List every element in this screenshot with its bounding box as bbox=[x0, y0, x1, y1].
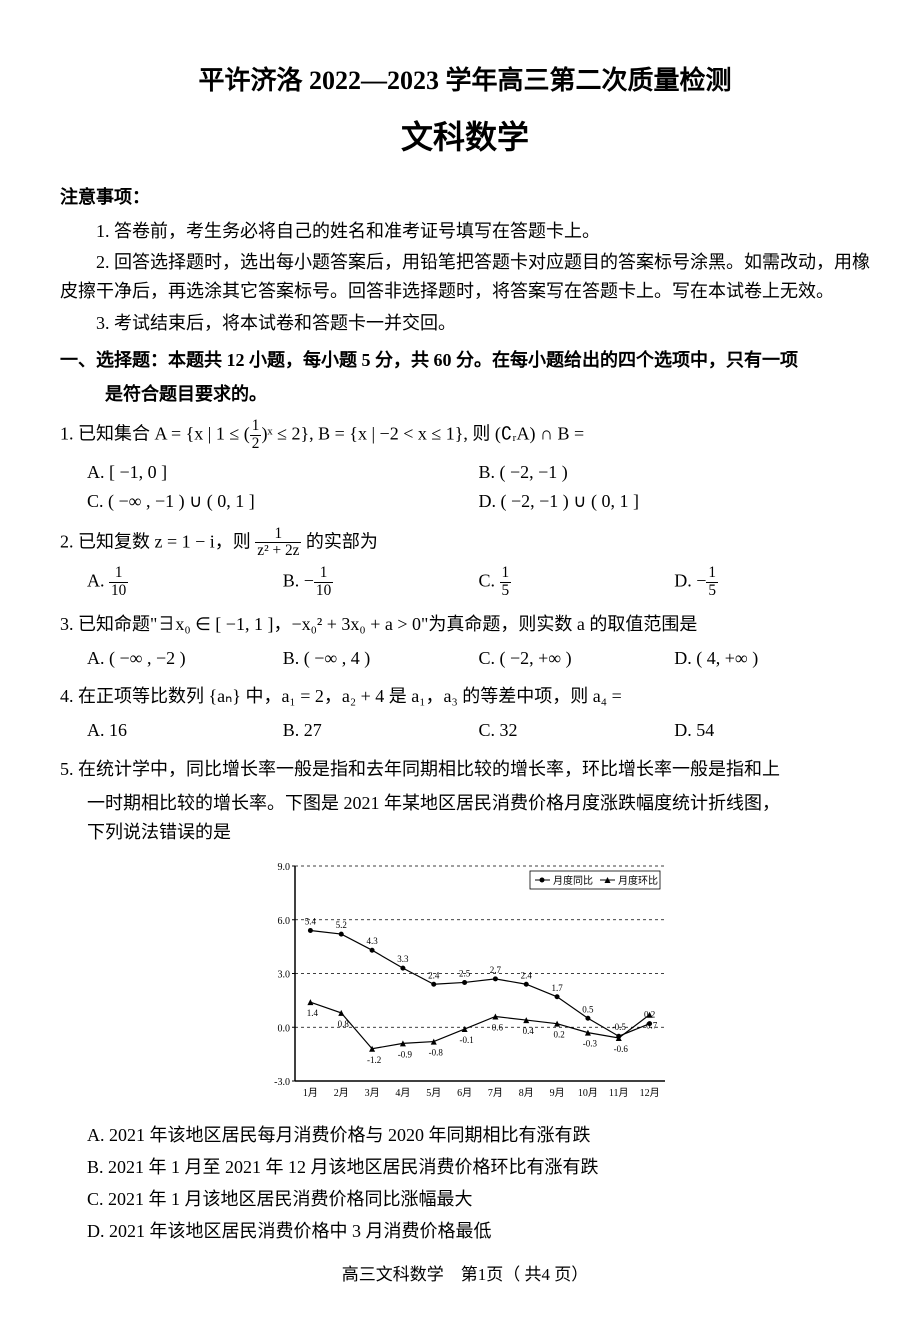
svg-text:3月: 3月 bbox=[365, 1087, 380, 1099]
svg-text:2.7: 2.7 bbox=[490, 965, 502, 975]
q2-option-a: A. 110 bbox=[87, 565, 283, 600]
svg-text:0.7: 0.7 bbox=[646, 1021, 658, 1031]
svg-text:0.6: 0.6 bbox=[492, 1023, 504, 1033]
section-1-heading-cont: 是符合题目要求的。 bbox=[60, 380, 870, 409]
svg-text:-0.5: -0.5 bbox=[612, 1023, 627, 1033]
svg-text:5.2: 5.2 bbox=[336, 920, 347, 930]
q5-option-d: D. 2021 年该地区居民消费价格中 3 月消费价格最低 bbox=[87, 1217, 870, 1246]
q1-option-b: B. ( −2, −1 ) bbox=[479, 458, 871, 487]
q3-option-a: A. ( −∞ , −2 ) bbox=[87, 644, 283, 673]
svg-text:-0.8: -0.8 bbox=[429, 1048, 444, 1058]
svg-text:5.4: 5.4 bbox=[305, 917, 317, 927]
q2-option-b: B. −110 bbox=[283, 565, 479, 600]
q4-option-a: A. 16 bbox=[87, 716, 283, 745]
section-1-heading: 一、选择题：本题共 12 小题，每小题 5 分，共 60 分。在每小题给出的四个… bbox=[60, 346, 870, 375]
svg-text:2.4: 2.4 bbox=[428, 971, 440, 981]
q4-option-b: B. 27 bbox=[283, 716, 479, 745]
svg-text:6.0: 6.0 bbox=[278, 916, 291, 927]
q2-option-c: C. 15 bbox=[479, 565, 675, 600]
svg-text:6月: 6月 bbox=[457, 1087, 472, 1099]
q1-option-a: A. [ −1, 0 ] bbox=[87, 458, 479, 487]
q5-option-a: A. 2021 年该地区居民每月消费价格与 2020 年同期相比有涨有跌 bbox=[87, 1121, 870, 1150]
question-3: 3. 已知命题"∃x₀ ∈ [ −1, 1 ]，−x₀² + 3x₀ + a >… bbox=[60, 610, 870, 639]
q4-option-c: C. 32 bbox=[479, 716, 675, 745]
q2-option-d: D. −15 bbox=[674, 565, 870, 600]
notice-item-1: 1. 答卷前，考生务必将自己的姓名和准考证号填写在答题卡上。 bbox=[60, 217, 870, 246]
svg-text:-0.3: -0.3 bbox=[583, 1039, 598, 1049]
question-5-line3: 下列说法错误的是 bbox=[87, 818, 870, 847]
question-4: 4. 在正项等比数列 {aₙ} 中，a₁ = 2，a₂ + 4 是 a₁，a₃ … bbox=[60, 682, 870, 711]
q3-option-b: B. ( −∞ , 4 ) bbox=[283, 644, 479, 673]
svg-text:-3.0: -3.0 bbox=[274, 1077, 290, 1088]
svg-text:8月: 8月 bbox=[519, 1087, 534, 1099]
q2-stem-prefix: 2. 已知复数 z = 1 − i，则 bbox=[60, 531, 251, 551]
svg-text:1.4: 1.4 bbox=[307, 1009, 319, 1019]
q1-stem-prefix: 1. 已知集合 A = {x | 1 ≤ ( bbox=[60, 424, 250, 444]
svg-text:9月: 9月 bbox=[550, 1087, 565, 1099]
q2-stem-suffix: 的实部为 bbox=[306, 531, 378, 551]
svg-text:5月: 5月 bbox=[426, 1087, 441, 1099]
q5-option-c: C. 2021 年 1 月该地区居民消费价格同比涨幅最大 bbox=[87, 1185, 870, 1214]
svg-text:11月: 11月 bbox=[609, 1087, 629, 1099]
svg-text:-1.2: -1.2 bbox=[367, 1055, 381, 1065]
price-chart: -3.0 0.0 3.0 6.0 9.0 1月 2月 3月 4月 5月 6月 7月 8月 9月 10月 11月… bbox=[255, 856, 675, 1106]
notice-heading: 注意事项： bbox=[60, 183, 870, 212]
svg-text:月度环比: 月度环比 bbox=[618, 874, 658, 887]
svg-text:3.0: 3.0 bbox=[278, 970, 291, 981]
question-2: 2. 已知复数 z = 1 − i，则 1z² + 2z 的实部为 bbox=[60, 526, 870, 561]
svg-text:0.5: 0.5 bbox=[582, 1005, 594, 1015]
page-footer: 高三文科数学 第1页（ 共4 页） bbox=[60, 1261, 870, 1288]
exam-title: 平许济洛 2022—2023 学年高三第二次质量检测 bbox=[60, 60, 870, 102]
svg-text:0.2: 0.2 bbox=[553, 1030, 564, 1040]
svg-text:0.8: 0.8 bbox=[338, 1019, 350, 1029]
chart-svg: -3.0 0.0 3.0 6.0 9.0 1月 2月 3月 4月 5月 6月 7月 8月 9月 10月 11月… bbox=[255, 856, 675, 1106]
q3-option-c: C. ( −2, +∞ ) bbox=[479, 644, 675, 673]
notice-item-3: 3. 考试结束后，将本试卷和答题卡一并交回。 bbox=[60, 309, 870, 338]
svg-text:1.7: 1.7 bbox=[551, 983, 563, 993]
q2-frac: 1z² + 2z bbox=[255, 526, 301, 561]
svg-text:2.4: 2.4 bbox=[521, 971, 533, 981]
q1-option-c: C. ( −∞ , −1 ) ∪ ( 0, 1 ] bbox=[87, 487, 479, 516]
svg-text:9.0: 9.0 bbox=[278, 862, 291, 873]
svg-text:10月: 10月 bbox=[578, 1087, 598, 1099]
svg-text:0.4: 0.4 bbox=[523, 1026, 535, 1036]
q1-stem-suffix: )ˣ ≤ 2}, B = {x | −2 < x ≤ 1}, 则 (∁ᵣA) ∩… bbox=[261, 424, 584, 444]
q4-option-d: D. 54 bbox=[674, 716, 870, 745]
svg-text:0.0: 0.0 bbox=[278, 1024, 291, 1035]
q3-option-d: D. ( 4, +∞ ) bbox=[674, 644, 870, 673]
q5-option-b: B. 2021 年 1 月至 2021 年 12 月该地区居民消费价格环比有涨有… bbox=[87, 1153, 870, 1182]
question-1: 1. 已知集合 A = {x | 1 ≤ (12)ˣ ≤ 2}, B = {x … bbox=[60, 418, 870, 453]
svg-text:7月: 7月 bbox=[488, 1087, 503, 1099]
svg-text:1月: 1月 bbox=[303, 1087, 318, 1099]
svg-text:12月: 12月 bbox=[640, 1087, 660, 1099]
question-5-line1: 5. 在统计学中，同比增长率一般是指和去年同期相比较的增长率，环比增长率一般是指… bbox=[60, 755, 870, 784]
svg-text:-0.9: -0.9 bbox=[398, 1050, 413, 1060]
svg-text:-0.1: -0.1 bbox=[459, 1035, 473, 1045]
notice-item-2: 2. 回答选择题时，选出每小题答案后，用铅笔把答题卡对应题目的答案标号涂黑。如需… bbox=[60, 248, 870, 306]
q1-option-d: D. ( −2, −1 ) ∪ ( 0, 1 ] bbox=[479, 487, 871, 516]
svg-text:2月: 2月 bbox=[334, 1087, 349, 1099]
question-5-line2: 一时期相比较的增长率。下图是 2021 年某地区居民消费价格月度涨跌幅度统计折线… bbox=[87, 789, 870, 818]
exam-subject: 文科数学 bbox=[60, 112, 870, 163]
svg-text:3.3: 3.3 bbox=[397, 955, 409, 965]
q1-frac: 12 bbox=[250, 418, 262, 453]
svg-text:4.3: 4.3 bbox=[366, 937, 378, 947]
svg-text:月度同比: 月度同比 bbox=[553, 874, 593, 887]
svg-text:2.5: 2.5 bbox=[459, 969, 471, 979]
svg-text:-0.6: -0.6 bbox=[614, 1044, 629, 1054]
svg-text:4月: 4月 bbox=[395, 1087, 410, 1099]
